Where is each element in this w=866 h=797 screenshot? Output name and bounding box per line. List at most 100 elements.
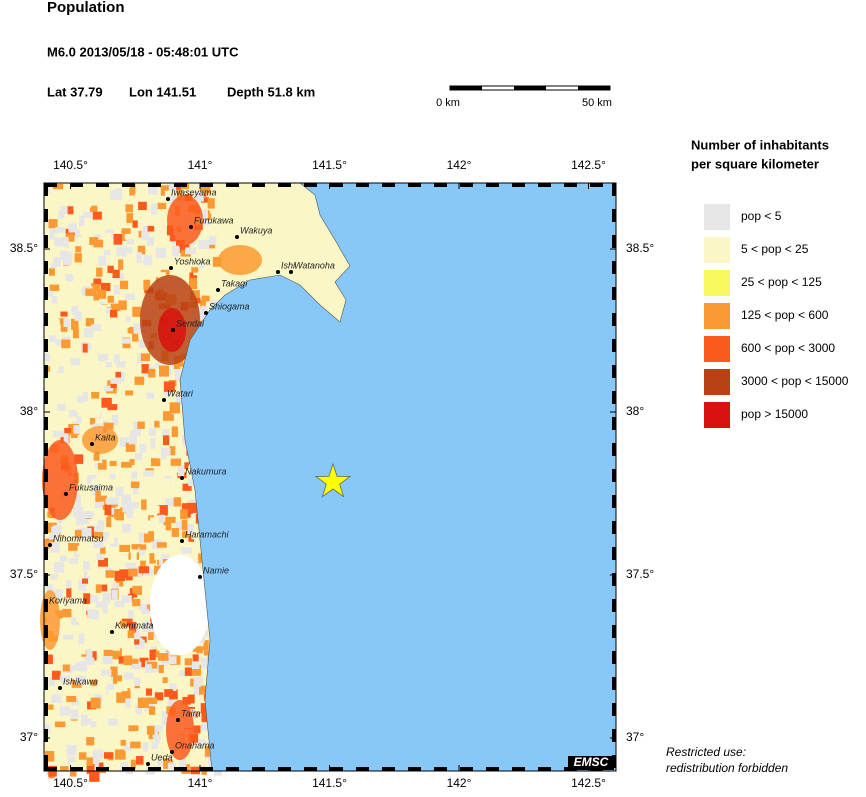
pop-cell <box>142 742 149 752</box>
pop-cell <box>137 421 145 429</box>
town-dot <box>166 197 170 201</box>
pop-cell <box>63 433 69 445</box>
pop-cell <box>75 675 87 684</box>
pop-cell <box>83 211 93 218</box>
pop-cell <box>69 411 78 418</box>
pop-cell <box>121 690 131 699</box>
pop-cell <box>200 300 206 309</box>
pop-cell <box>109 646 120 652</box>
badge: EMSC <box>574 755 609 769</box>
sea <box>179 182 617 772</box>
pop-cell <box>115 371 122 378</box>
pop-cell <box>196 232 206 243</box>
pop-cell <box>46 654 53 665</box>
pop-cell <box>120 739 126 746</box>
pop-cell <box>80 648 86 655</box>
town-dot <box>64 492 68 496</box>
pop-cell <box>175 521 187 529</box>
pop-cell <box>44 751 55 762</box>
pop-cell <box>72 328 79 339</box>
pop-cell <box>193 676 201 687</box>
pop-cell <box>108 765 117 773</box>
pop-cell <box>54 721 66 728</box>
pop-cell <box>112 269 120 279</box>
town-dot <box>48 543 52 547</box>
pop-cell <box>171 426 178 437</box>
pop-cell <box>131 471 138 480</box>
pop-cell <box>108 689 116 699</box>
depth: Depth 51.8 km <box>227 84 315 99</box>
pop-cell <box>203 217 210 225</box>
pop-cell <box>162 677 168 684</box>
pop-cell <box>55 227 65 233</box>
pop-cell <box>75 494 81 505</box>
pop-cell <box>110 666 118 677</box>
pop-cell <box>208 235 217 245</box>
pop-cell <box>139 657 149 668</box>
town-label: Watari <box>167 388 194 398</box>
pop-cell <box>151 479 160 489</box>
pop-cell <box>194 191 204 202</box>
pop-cell <box>201 712 208 723</box>
pop-cell <box>203 650 213 656</box>
pop-cell <box>130 551 137 562</box>
pop-cell <box>61 339 71 349</box>
pop-cell <box>56 366 64 374</box>
pop-cell <box>85 718 92 725</box>
pop-cell <box>201 640 209 651</box>
pop-cell <box>139 544 147 550</box>
town-dot <box>90 442 94 446</box>
lon-label: 141° <box>188 776 213 790</box>
pop-cell <box>74 454 84 464</box>
pop-cell <box>66 695 77 702</box>
pop-cell <box>125 390 134 396</box>
pop-cell <box>78 660 88 672</box>
legend-label: pop < 5 <box>741 209 782 223</box>
pop-cell <box>50 228 58 234</box>
pop-cell <box>134 677 141 687</box>
pop-cell <box>66 579 72 589</box>
lat-label: 37.5° <box>626 567 654 581</box>
pop-cell <box>138 532 145 543</box>
pop-cell <box>176 189 183 201</box>
pop-cell <box>83 560 90 570</box>
pop-cell <box>130 661 142 670</box>
pop-cell <box>101 584 108 592</box>
pop-cell <box>120 595 132 603</box>
pop-cell <box>128 725 139 732</box>
pop-cell <box>132 486 139 495</box>
pop-cell <box>110 303 121 312</box>
pop-cell <box>151 664 162 673</box>
pop-cell <box>169 683 177 691</box>
town-label: Ueda <box>151 752 173 762</box>
pop-cell <box>130 741 141 749</box>
pop-cell <box>197 739 206 746</box>
pop-cell <box>169 446 176 456</box>
pop-cell <box>108 507 116 515</box>
pop-cell <box>98 353 109 361</box>
pop-cell <box>54 237 64 247</box>
pop-cell <box>187 524 194 535</box>
pop-cell <box>92 211 102 220</box>
pop-cell <box>149 649 156 661</box>
pop-cell <box>196 252 202 264</box>
pop-cell <box>150 458 161 467</box>
pop-cell <box>107 497 119 505</box>
town-label: Kammata <box>115 620 154 630</box>
pop-cell <box>148 697 157 705</box>
pop-cell <box>164 190 171 199</box>
pop-cell <box>62 664 71 672</box>
pop-cell <box>119 544 131 553</box>
pop-cell <box>74 311 82 321</box>
lon-label: 142.5° <box>571 776 606 790</box>
town-label: Taira <box>181 708 201 718</box>
legend-swatch <box>704 237 730 263</box>
pop-cell <box>169 234 176 242</box>
pop-cell <box>91 651 97 661</box>
pop-cell <box>173 497 182 507</box>
pop-cell <box>85 288 97 296</box>
pop-cell <box>157 505 168 516</box>
pop-cell <box>50 363 59 372</box>
pop-cell <box>156 642 166 651</box>
